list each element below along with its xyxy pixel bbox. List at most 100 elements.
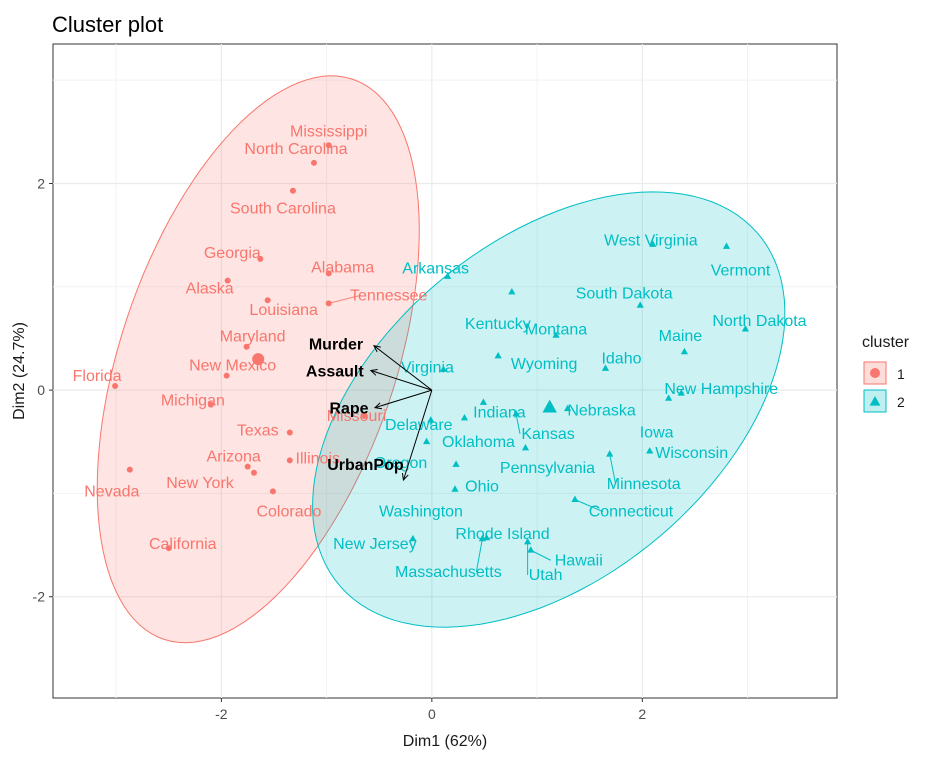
point-label: New Jersey: [333, 536, 417, 553]
variable-arrow: [370, 370, 432, 391]
point-label: California: [149, 536, 217, 553]
cluster-2-point: [722, 242, 731, 249]
cluster-1-point: [361, 412, 368, 419]
point-label: Virginia: [401, 359, 454, 376]
point-label: Iowa: [640, 424, 674, 441]
variable-label: UrbanPop: [327, 457, 404, 474]
label-leader-line: [574, 499, 604, 513]
y-tick-label: -2: [33, 589, 46, 605]
cluster-2-point: [680, 347, 689, 355]
label-leader-line: [475, 538, 483, 572]
cluster-2-point: [422, 437, 431, 445]
legend-key-circle: [870, 368, 880, 378]
variable-arrow: [402, 389, 433, 481]
cluster-1-point: [286, 457, 293, 464]
cluster-2-point: [460, 414, 469, 421]
y-tick-label: 2: [37, 175, 45, 191]
point-label: Rhode Island: [455, 526, 549, 543]
cluster-1-point: [325, 270, 332, 277]
cluster-1-point: [325, 142, 332, 149]
variable-arrow-head: [401, 473, 409, 482]
label-leader-line: [328, 294, 361, 304]
point-label: Illinois: [296, 450, 340, 467]
cluster-2-point: [665, 394, 673, 401]
grid: [53, 44, 837, 698]
cluster-1-point: [264, 297, 271, 304]
cluster-1-point: [289, 187, 296, 194]
point-label: Arkansas: [402, 260, 469, 277]
point-label: Montana: [525, 321, 587, 338]
cluster-1-point: [224, 277, 231, 284]
point-label: Alaska: [186, 281, 234, 298]
markers: [112, 142, 750, 553]
y-axis-label: Dim2 (24.7%): [11, 322, 28, 420]
cluster-2-point: [606, 450, 614, 457]
variable-arrow-head: [373, 402, 383, 410]
cluster-1-point: [207, 401, 214, 408]
chart-title: Cluster plot: [52, 12, 164, 37]
cluster-2-point: [452, 460, 460, 467]
point-label: Washington: [379, 503, 463, 520]
cluster-1-point: [286, 429, 293, 436]
point-label: Texas: [237, 422, 279, 439]
variable-label: Murder: [309, 337, 363, 354]
legend-key-triangle: [869, 396, 881, 406]
cluster-2-point: [521, 443, 530, 451]
point-label: Colorado: [256, 503, 321, 520]
cluster-2-point: [482, 533, 491, 541]
cluster-2-point: [636, 301, 644, 308]
cluster-2-point: [563, 404, 572, 412]
point-label: Delaware: [385, 417, 453, 434]
point-label: Mississippi: [290, 123, 367, 140]
legend-title: cluster: [862, 334, 910, 351]
point-label: West Virginia: [604, 232, 698, 249]
point-label: Oklahoma: [442, 434, 515, 451]
point-label: Maine: [659, 328, 703, 345]
point-label: North Dakota: [712, 313, 806, 330]
x-axis-label: Dim1 (62%): [403, 733, 487, 750]
label-leader-line: [609, 454, 617, 485]
cluster-2-point: [427, 416, 435, 423]
cluster-1-point: [243, 343, 250, 350]
cluster-2-point: [601, 364, 610, 371]
cluster-1-point: [165, 545, 172, 552]
cluster-1-point: [310, 159, 317, 166]
point-label: New York: [166, 475, 235, 492]
point-label: Wisconsin: [655, 445, 728, 462]
point-label: Minnesota: [607, 476, 681, 493]
point-label: South Carolina: [230, 201, 336, 218]
point-label: Kentucky: [465, 316, 531, 333]
legend-entry-label: 2: [897, 394, 905, 410]
variable-label: Assault: [306, 363, 364, 380]
cluster-2-point: [478, 534, 486, 542]
cluster-2-point: [479, 398, 488, 405]
x-tick-label: 2: [638, 706, 646, 722]
cluster-2-point: [409, 534, 417, 542]
point-label: Oregon: [374, 455, 427, 472]
cluster-2-point: [646, 447, 654, 454]
point-label: Utah: [529, 567, 563, 584]
variable-arrow: [373, 345, 433, 391]
point-label: Arizona: [207, 449, 261, 466]
point-label: Vermont: [711, 263, 771, 280]
cluster-2-point: [444, 272, 452, 279]
x-tick-label: 0: [428, 706, 436, 722]
cluster-1-point: [269, 488, 276, 495]
point-label: Ohio: [465, 479, 499, 496]
point-label: North Carolina: [244, 141, 347, 158]
variable-arrow: [374, 389, 432, 409]
point-label: South Dakota: [576, 285, 673, 302]
axes: -2 0 2 -2 0 2 Dim1 (62%) Dim2 (24.7%): [11, 175, 646, 750]
cluster-2-point: [677, 389, 685, 396]
point-label: Louisiana: [249, 302, 318, 319]
legend-entry-label: 1: [897, 366, 905, 382]
cluster-1-point: [250, 469, 257, 476]
cluster-2-point: [524, 537, 532, 545]
cluster-2-point: [552, 331, 560, 338]
point-label: Pennsylvania: [500, 460, 595, 477]
variable-arrow-head: [373, 344, 381, 353]
cluster-1-centroid: [252, 353, 265, 366]
cluster-2-point: [741, 325, 750, 332]
cluster-1-point: [223, 372, 230, 379]
